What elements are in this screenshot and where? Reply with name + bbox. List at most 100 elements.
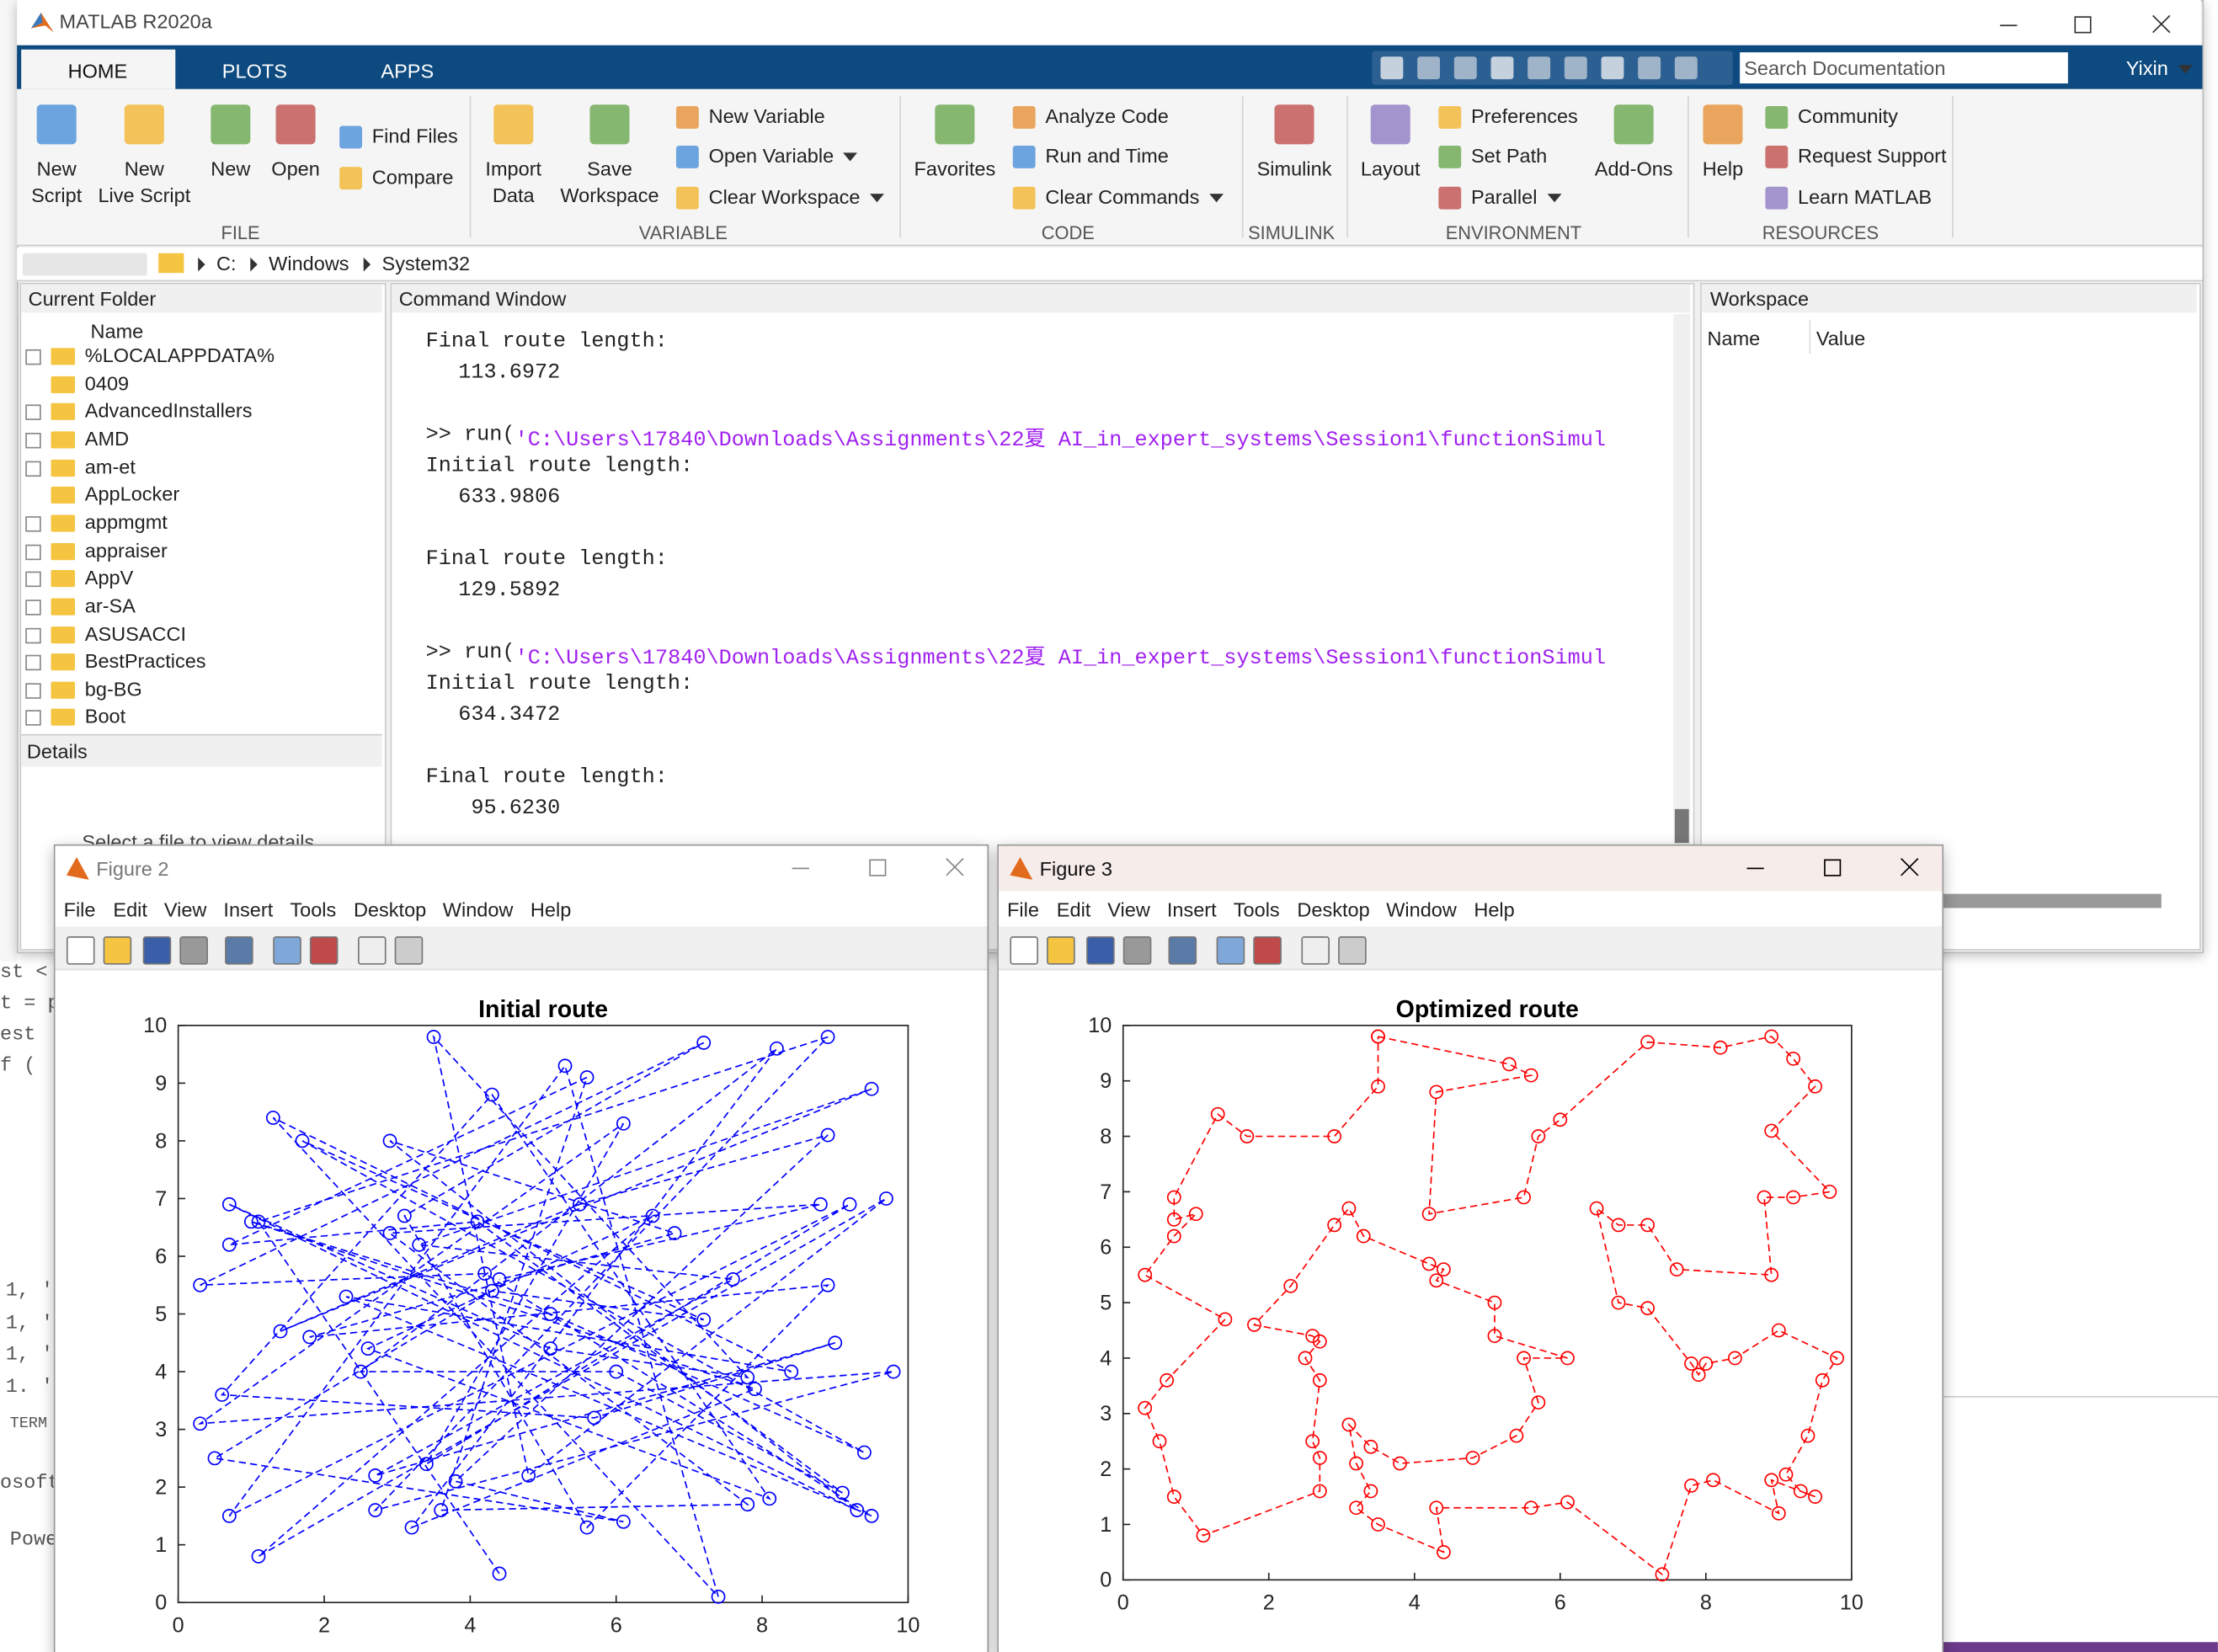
- menu-item[interactable]: Insert: [223, 898, 274, 921]
- menu-item[interactable]: Edit: [1056, 898, 1091, 921]
- tool-button-label[interactable]: Parallel: [1471, 185, 1561, 208]
- folder-item[interactable]: appraiser: [84, 538, 168, 562]
- folder-item[interactable]: am-et: [84, 455, 136, 478]
- tool-button-label[interactable]: Favorites: [914, 157, 996, 180]
- folder-item[interactable]: 0409: [84, 371, 130, 395]
- quick-icon: [1638, 56, 1661, 80]
- route-point: [1589, 1201, 1604, 1216]
- tool-button-label[interactable]: Data: [492, 184, 535, 207]
- tool-button-label[interactable]: New: [36, 157, 77, 180]
- scroll-thumb[interactable]: [1940, 893, 2162, 909]
- tool-button-label[interactable]: Layout: [1360, 157, 1421, 180]
- folder-icon: [51, 542, 76, 560]
- folder-item[interactable]: AdvancedInstallers: [84, 399, 253, 423]
- route-point: [1421, 1207, 1437, 1222]
- tool-button-label[interactable]: Clear Commands: [1045, 185, 1224, 208]
- folder-icon: [51, 459, 76, 477]
- menu-item[interactable]: Desktop: [1297, 898, 1370, 921]
- tool-button-label[interactable]: New: [124, 157, 164, 180]
- folder-icon: [51, 653, 76, 671]
- tool-button-label[interactable]: Run and Time: [1045, 144, 1169, 168]
- tool-button-label[interactable]: Save: [587, 157, 632, 180]
- folder-item[interactable]: %LOCALAPPDATA%: [84, 344, 275, 367]
- user-menu[interactable]: Yixin: [2126, 56, 2193, 79]
- tool-button-label[interactable]: Script: [31, 184, 83, 207]
- route-point: [1166, 1228, 1181, 1244]
- breadcrumb[interactable]: System32: [381, 252, 471, 274]
- tab[interactable]: PLOTS: [221, 59, 287, 83]
- tool-button-label[interactable]: Workspace: [560, 184, 659, 207]
- tool-button-label[interactable]: Open: [271, 157, 320, 180]
- tool-button-label[interactable]: Help: [1702, 157, 1744, 180]
- tool-button-label[interactable]: Clear Workspace: [709, 185, 885, 208]
- tool-button-label[interactable]: Request Support: [1798, 144, 1947, 168]
- menu-item[interactable]: View: [163, 898, 207, 921]
- folder-item[interactable]: BestPractices: [84, 649, 206, 673]
- tab[interactable]: APPS: [381, 59, 435, 83]
- tool-button-label[interactable]: Add-Ons: [1594, 157, 1673, 180]
- tool-button-label[interactable]: Open Variable: [709, 144, 858, 167]
- route-point: [1655, 1567, 1670, 1582]
- folder-item[interactable]: AMD: [84, 427, 130, 450]
- route-point: [470, 1214, 485, 1229]
- tool-button-label[interactable]: Live Script: [98, 184, 191, 207]
- tool-button-label[interactable]: New: [211, 157, 251, 180]
- menu-item[interactable]: Window: [1386, 898, 1457, 921]
- menu-item[interactable]: Help: [530, 898, 572, 921]
- y-tick-label: 9: [155, 1072, 167, 1095]
- menu-item[interactable]: Tools: [290, 898, 337, 921]
- menu-item[interactable]: File: [1007, 898, 1039, 921]
- menu-item[interactable]: View: [1107, 898, 1150, 921]
- tool-button-label[interactable]: Preferences: [1470, 104, 1578, 128]
- command-result: 95.6230: [471, 796, 561, 821]
- window-controls[interactable]: [1981, 6, 2193, 40]
- folder-item[interactable]: AppV: [84, 566, 134, 589]
- expand-box: [25, 404, 41, 421]
- scroll-thumb[interactable]: [1674, 808, 1689, 844]
- menu-item[interactable]: File: [63, 898, 96, 921]
- search-box[interactable]: [1740, 52, 2068, 84]
- menu-item[interactable]: Tools: [1233, 898, 1280, 921]
- window-controls[interactable]: [1716, 849, 1928, 891]
- expand-box: [25, 683, 41, 699]
- menu-item[interactable]: Edit: [113, 898, 147, 921]
- folder-item[interactable]: appmgmt: [84, 510, 168, 534]
- route-point: [1778, 1467, 1794, 1482]
- route-point: [1553, 1112, 1568, 1127]
- tool-button-label[interactable]: Import: [485, 157, 542, 180]
- tab[interactable]: HOME: [67, 59, 128, 83]
- tool-icon: [1703, 104, 1743, 145]
- route-point: [667, 1226, 682, 1240]
- menu-item[interactable]: Desktop: [353, 898, 427, 921]
- tool-button-label[interactable]: Find Files: [371, 124, 458, 147]
- tool-button-label[interactable]: Community: [1798, 104, 1898, 128]
- tool-button-label[interactable]: Compare: [371, 165, 454, 189]
- expand-box: [25, 710, 41, 727]
- tool-button-label[interactable]: New Variable: [708, 104, 825, 128]
- route-point: [251, 1214, 266, 1229]
- route-point: [1305, 1434, 1320, 1449]
- tool-button-label[interactable]: Set Path: [1470, 144, 1548, 168]
- folder-item[interactable]: ASUSACCI: [84, 621, 187, 645]
- quick-icon: [1380, 56, 1404, 80]
- window-controls[interactable]: [761, 849, 973, 891]
- tool-button-label[interactable]: Analyze Code: [1045, 104, 1169, 128]
- plot-area: Initial route 0 2 4 6 8 10 0 1 2 3 4 5 6 7 8 9 10: [143, 996, 920, 1638]
- tool-button-label[interactable]: Learn MATLAB: [1798, 185, 1933, 208]
- menu-item[interactable]: Window: [442, 898, 514, 921]
- group-separator: [469, 96, 472, 238]
- menu-item[interactable]: Insert: [1166, 898, 1217, 921]
- tool-icon: [1274, 104, 1314, 145]
- menu-item[interactable]: Help: [1474, 898, 1515, 921]
- folder-item[interactable]: AppLocker: [84, 482, 180, 506]
- folder-item[interactable]: ar-SA: [84, 594, 136, 617]
- breadcrumb[interactable]: C:: [216, 252, 237, 274]
- tool-icon: [275, 104, 316, 145]
- folder-item[interactable]: bg-BG: [84, 677, 142, 701]
- folder-item[interactable]: Boot: [84, 705, 126, 728]
- expand-box: [25, 460, 41, 477]
- breadcrumb[interactable]: Windows: [269, 252, 349, 274]
- tool-button-label[interactable]: Simulink: [1256, 157, 1332, 180]
- toolbar-icon: [142, 936, 172, 965]
- route-point: [1808, 1079, 1823, 1094]
